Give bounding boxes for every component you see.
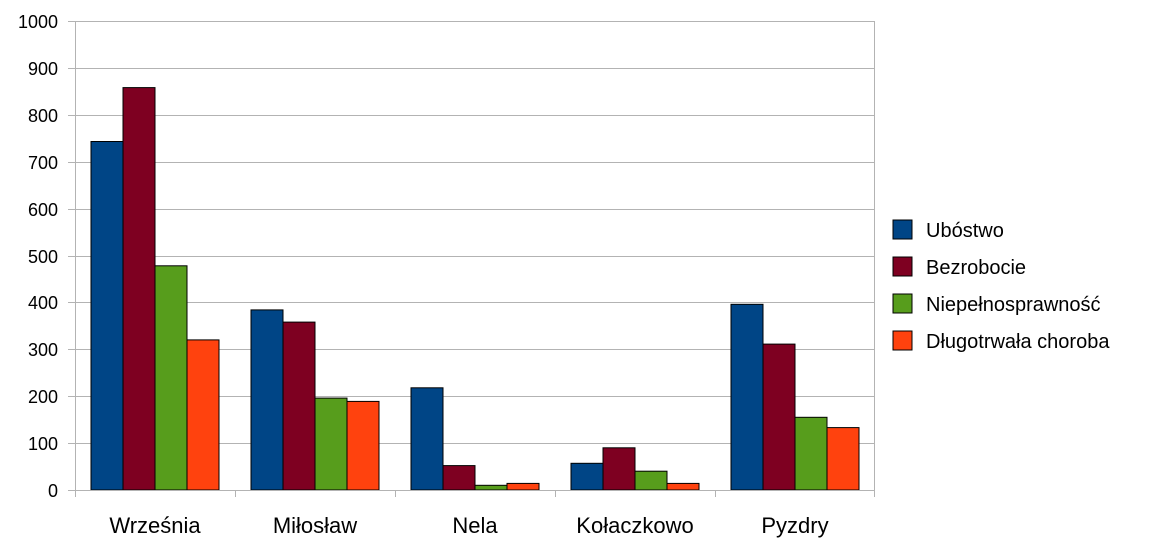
legend-swatch xyxy=(892,293,913,314)
y-tick-label: 900 xyxy=(28,59,58,79)
bar-długotrwała-choroba-1 xyxy=(346,400,380,491)
x-tick-label: Kołaczkowo xyxy=(576,513,693,538)
y-tick-label: 400 xyxy=(28,293,58,313)
y-tick-label: 0 xyxy=(48,481,58,501)
y-tick-label: 700 xyxy=(28,153,58,173)
bar-niepełnosprawność-4 xyxy=(794,416,828,491)
bar-bezrobocie-2 xyxy=(442,465,476,491)
bar-niepełnosprawność-3 xyxy=(634,470,668,491)
bar-długotrwała-choroba-4 xyxy=(826,427,860,491)
legend-swatch xyxy=(892,330,913,351)
legend: Ubóstwo Bezrobocie Niepełnosprawność Długot… xyxy=(892,219,1110,353)
legend-label: Długotrwała choroba xyxy=(926,331,1110,353)
legend-label: Bezrobocie xyxy=(926,257,1026,279)
y-tick-label: 500 xyxy=(28,247,58,267)
bar-niepełnosprawność-0 xyxy=(154,265,188,491)
legend-item: Niepełnosprawność xyxy=(892,293,1101,316)
x-tick-label: Nela xyxy=(452,513,498,538)
axes xyxy=(68,21,875,497)
bar-ubóstwo-2 xyxy=(410,387,444,491)
bar-bezrobocie-1 xyxy=(282,321,316,491)
y-tick-label: 200 xyxy=(28,387,58,407)
bar-długotrwała-choroba-2 xyxy=(506,482,540,491)
bar-niepełnosprawność-2 xyxy=(474,484,508,491)
legend-item: Długotrwała choroba xyxy=(892,330,1110,353)
legend-item: Ubóstwo xyxy=(892,219,1004,242)
bars xyxy=(90,87,860,491)
bar-bezrobocie-3 xyxy=(602,447,636,491)
legend-label: Ubóstwo xyxy=(926,220,1004,242)
bar-niepełnosprawność-1 xyxy=(314,397,348,491)
bar-ubóstwo-3 xyxy=(570,462,604,491)
bar-ubóstwo-1 xyxy=(250,309,284,491)
y-tick-label: 800 xyxy=(28,106,58,126)
bar-bezrobocie-4 xyxy=(762,343,796,491)
y-tick-label: 300 xyxy=(28,340,58,360)
y-tick-label: 100 xyxy=(28,434,58,454)
legend-item: Bezrobocie xyxy=(892,256,1026,279)
bar-ubóstwo-0 xyxy=(90,141,124,491)
legend-swatch xyxy=(892,219,913,240)
bar-ubóstwo-4 xyxy=(730,303,764,491)
x-tick-label: Miłosław xyxy=(273,513,357,538)
bar-długotrwała-choroba-0 xyxy=(186,339,220,491)
legend-swatch xyxy=(892,256,913,277)
x-tick-label: Września xyxy=(109,513,201,538)
legend-label: Niepełnosprawność xyxy=(926,294,1101,316)
y-tick-label: 1000 xyxy=(18,12,58,32)
tick-labels: 0 100 200 300 400 500 600 700 800 900 1000 Września… xyxy=(18,12,829,538)
bar-bezrobocie-0 xyxy=(122,87,156,491)
y-tick-label: 600 xyxy=(28,200,58,220)
x-tick-label: Pyzdry xyxy=(761,513,828,538)
bar-długotrwała-choroba-3 xyxy=(666,482,700,491)
